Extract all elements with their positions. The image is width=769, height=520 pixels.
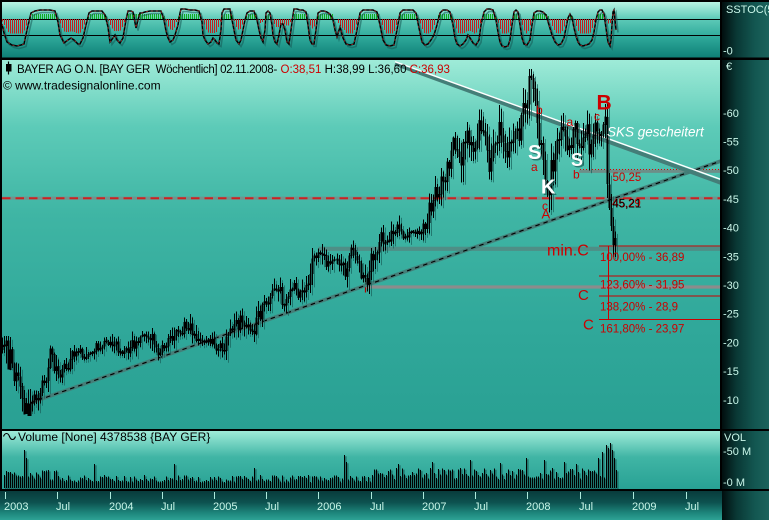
svg-text:S: S	[528, 142, 541, 164]
svg-text:-40: -40	[723, 223, 739, 235]
svg-text:2004: 2004	[109, 501, 133, 513]
svg-text:100,00% - 36,89: 100,00% - 36,89	[600, 252, 684, 264]
svg-text:-0 M: -0 M	[723, 477, 745, 489]
svg-text:2005: 2005	[213, 501, 237, 513]
svg-text:Volume [None] 4378538 {BAY GER: Volume [None] 4378538 {BAY GER}	[18, 430, 210, 444]
svg-text:K: K	[541, 177, 556, 199]
svg-text:S: S	[573, 152, 585, 172]
svg-text:B: B	[597, 92, 612, 115]
svg-text:Jul: Jul	[161, 501, 175, 513]
svg-text:S: S	[530, 144, 543, 166]
svg-text:c: c	[542, 199, 548, 213]
svg-text:b: b	[536, 103, 543, 117]
svg-text:-50 M: -50 M	[723, 446, 751, 458]
svg-text:2006: 2006	[317, 501, 341, 513]
svg-text:VOL: VOL	[724, 432, 746, 444]
svg-text:-35: -35	[723, 251, 739, 263]
svg-text:-30: -30	[723, 280, 739, 292]
svg-text:b: b	[573, 168, 580, 182]
svg-text:161,80% - 23,97: 161,80% - 23,97	[600, 324, 684, 336]
svg-text:45,21: 45,21	[613, 199, 642, 211]
svg-text:K: K	[543, 178, 558, 200]
svg-text:123,60% - 31,95: 123,60% - 31,95	[600, 280, 684, 292]
svg-text:Jul: Jul	[265, 501, 279, 513]
svg-text:BAYER AG O.N. [BAY GER Wöchen: BAYER AG O.N. [BAY GER Wöchentlich] 02.1…	[17, 64, 273, 76]
svg-text:C: C	[583, 317, 594, 334]
svg-text:-25: -25	[723, 309, 739, 321]
svg-text:Jul: Jul	[579, 501, 593, 513]
svg-text:45,29: 45,29	[612, 198, 641, 210]
svg-text:-45: -45	[723, 194, 739, 206]
svg-text:© www.tradesignalonline.com: © www.tradesignalonline.com	[3, 79, 161, 93]
svg-text:-50: -50	[723, 165, 739, 177]
svg-text:138,20% - 28,9: 138,20% - 28,9	[600, 302, 678, 314]
svg-text:min.C: min.C	[547, 243, 589, 260]
svg-text:a: a	[531, 160, 538, 174]
svg-text:Jul: Jul	[370, 501, 384, 513]
svg-text:-55: -55	[723, 137, 739, 149]
svg-text:2007: 2007	[422, 501, 446, 513]
svg-text:-60: -60	[723, 108, 739, 120]
svg-text:A: A	[542, 207, 551, 222]
svg-text:-: -	[274, 64, 278, 76]
svg-text:Jul: Jul	[56, 501, 70, 513]
svg-text:-10: -10	[723, 395, 739, 407]
svg-text:-20: -20	[723, 337, 739, 349]
svg-text:SKS gescheitert: SKS gescheitert	[607, 125, 705, 140]
svg-text:€: €	[726, 61, 732, 73]
svg-text:-0: -0	[723, 46, 733, 58]
svg-text:2003: 2003	[4, 501, 28, 513]
svg-text:C: C	[578, 287, 589, 304]
svg-text:50,25: 50,25	[613, 172, 642, 184]
svg-text:-15: -15	[723, 366, 739, 378]
svg-text:2008: 2008	[526, 501, 550, 513]
svg-text:S: S	[571, 150, 583, 170]
svg-text:Jul: Jul	[685, 501, 699, 513]
svg-text:SSTOC(5,3: SSTOC(5,3	[726, 4, 769, 16]
svg-text:O:38,51 H:38,99 L:36,60 C:36,9: O:38,51 H:38,99 L:36,60 C:36,93	[281, 64, 450, 76]
svg-text:c: c	[594, 110, 600, 124]
svg-text:2009: 2009	[632, 501, 656, 513]
svg-text:Jul: Jul	[474, 501, 488, 513]
svg-text:a: a	[567, 115, 574, 129]
